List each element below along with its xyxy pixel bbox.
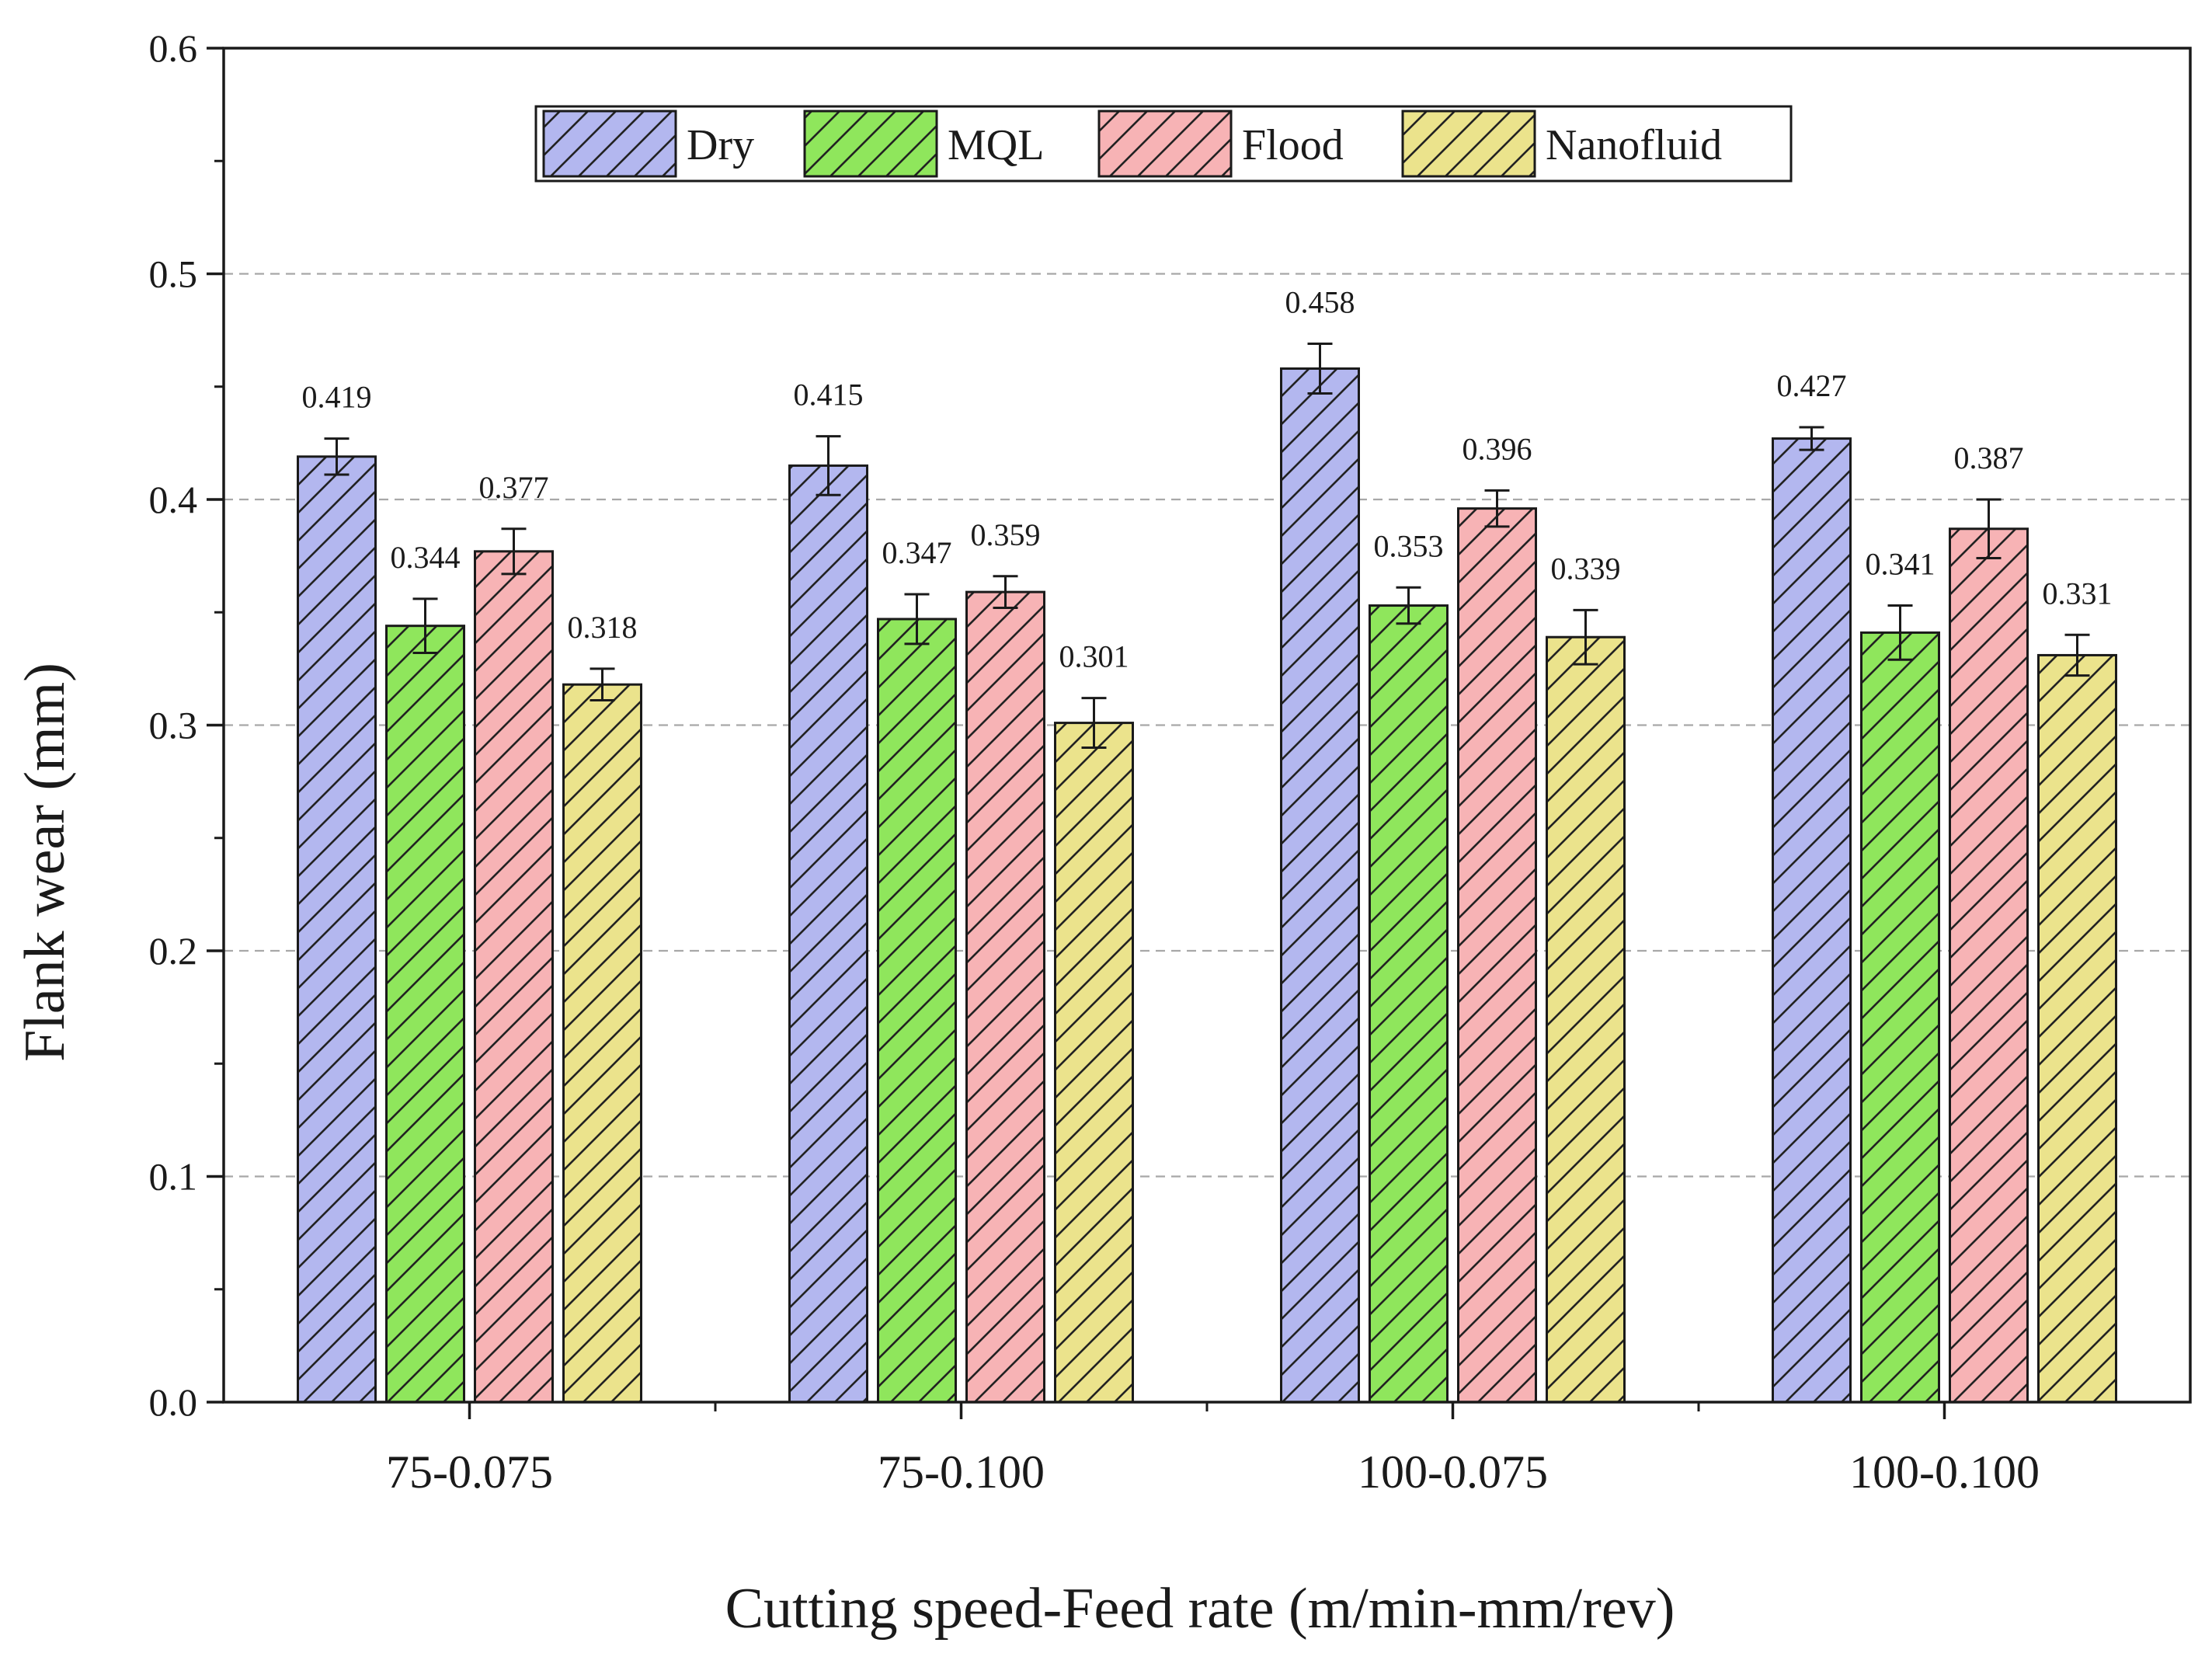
- legend-label: Nanofluid: [1546, 121, 1722, 169]
- error-bar: [1799, 426, 1824, 451]
- legend: Dry MQL Flood Nanofluid: [534, 105, 1793, 183]
- data-label: 0.419: [302, 380, 372, 415]
- error-bar: [1081, 697, 1107, 750]
- bar-nanofluid-100-0.100: [2037, 653, 2117, 1404]
- bar-nanofluid-100-0.075: [1546, 635, 1626, 1404]
- error-bar: [501, 527, 527, 576]
- legend-label: Dry: [687, 121, 754, 169]
- error-bar: [324, 437, 350, 476]
- bar-dry-100-0.100: [1772, 437, 1852, 1404]
- bar-flood-75-0.075: [474, 550, 554, 1404]
- data-labels: 0.419 0.344 0.377 0.318 0.415 0.347 0.359 0.301…: [302, 285, 2113, 674]
- y-axis-title: Flank wear (mm): [13, 663, 77, 1062]
- bar-flood-100-0.100: [1949, 527, 2029, 1404]
- error-bar: [1484, 489, 1510, 528]
- bar-dry-75-0.075: [297, 455, 377, 1404]
- data-label: 0.458: [1285, 285, 1355, 320]
- data-label: 0.415: [794, 378, 864, 412]
- data-label: 0.318: [568, 610, 638, 645]
- legend-label: MQL: [948, 121, 1044, 169]
- bar-mql-100-0.100: [1860, 631, 1940, 1404]
- data-label: 0.427: [1777, 368, 1847, 403]
- x-tick-label: 75-0.075: [386, 1446, 553, 1498]
- error-bar: [412, 597, 438, 655]
- bar-flood-75-0.100: [965, 590, 1045, 1404]
- error-bar: [816, 435, 841, 496]
- bars: [297, 343, 2117, 1404]
- bar-nanofluid-75-0.075: [562, 683, 642, 1404]
- x-tick-label: 75-0.100: [878, 1446, 1045, 1498]
- bar-nanofluid-75-0.100: [1054, 722, 1134, 1404]
- bar-flood-100-0.075: [1457, 507, 1537, 1404]
- y-tick-label: 0.0: [149, 1380, 198, 1424]
- bar-dry-100-0.075: [1280, 367, 1360, 1404]
- legend-entry-flood: Flood: [1097, 110, 1344, 178]
- error-bar: [2064, 633, 2090, 677]
- error-bar: [1396, 586, 1421, 625]
- legend-swatch-dry: [542, 110, 677, 178]
- data-label: 0.341: [1866, 547, 1936, 582]
- bar-dry-75-0.100: [788, 464, 868, 1404]
- error-bar: [1887, 604, 1913, 661]
- legend-label: Flood: [1242, 121, 1344, 169]
- y-tick-label: 0.3: [149, 704, 198, 747]
- y-tick-label: 0.5: [149, 252, 198, 296]
- legend-swatch-nanofluid: [1401, 110, 1536, 178]
- error-bar: [904, 593, 930, 646]
- data-label: 0.387: [1954, 440, 2024, 475]
- x-tick-label: 100-0.100: [1849, 1446, 2040, 1498]
- data-label: 0.396: [1462, 431, 1532, 466]
- y-tick-label: 0.4: [149, 478, 198, 521]
- x-axis-title: Cutting speed-Feed rate (m/min-mm/rev): [725, 1577, 1675, 1641]
- error-bar: [993, 575, 1018, 609]
- data-label: 0.339: [1551, 551, 1621, 586]
- legend-entry-mql: MQL: [803, 110, 1044, 178]
- x-tick-label: 100-0.075: [1358, 1446, 1548, 1498]
- axes: 75-0.075 75-0.100 100-0.075 100-0.100 0.0 0.1…: [149, 26, 2192, 1498]
- data-label: 0.353: [1374, 528, 1444, 563]
- legend-entry-nanofluid: Nanofluid: [1401, 110, 1722, 178]
- legend-entry-dry: Dry: [542, 110, 754, 178]
- data-label: 0.377: [479, 470, 549, 505]
- error-bar: [1307, 343, 1333, 395]
- data-label: 0.301: [1059, 639, 1129, 674]
- bar-mql-100-0.075: [1369, 604, 1449, 1404]
- error-bar: [1976, 498, 2002, 560]
- legend-swatch-flood: [1097, 110, 1233, 178]
- data-label: 0.359: [971, 517, 1041, 552]
- legend-swatch-mql: [803, 110, 938, 178]
- y-tick-label: 0.2: [149, 929, 198, 973]
- y-tick-label: 0.1: [149, 1155, 198, 1199]
- data-label: 0.331: [2043, 576, 2113, 611]
- y-tick-label: 0.6: [149, 26, 198, 70]
- data-label: 0.347: [882, 535, 952, 570]
- bar-mql-75-0.075: [385, 625, 465, 1404]
- data-label: 0.344: [391, 540, 461, 575]
- error-bar: [590, 667, 615, 702]
- error-bar: [1573, 608, 1598, 666]
- bar-mql-75-0.100: [877, 618, 957, 1404]
